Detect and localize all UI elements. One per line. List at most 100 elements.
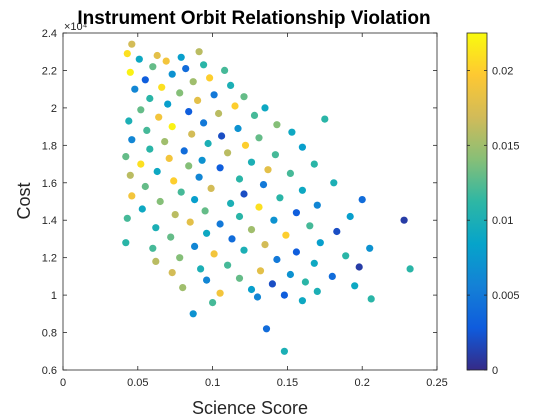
data-point xyxy=(180,147,188,155)
colorbar xyxy=(466,32,488,371)
x-tick-label: 0 xyxy=(60,377,66,389)
y-tick-label: 2.4 xyxy=(42,28,57,40)
data-point xyxy=(146,94,154,103)
y-axis-ticks: 0.6 0.8 1 1.2 1.4 1.6 1.8 2 2.2 2.4 xyxy=(42,28,437,377)
data-point xyxy=(149,63,157,71)
data-point xyxy=(247,226,256,234)
data-point xyxy=(162,57,170,65)
data-point xyxy=(161,138,169,146)
data-point xyxy=(210,250,218,258)
data-point xyxy=(168,123,176,131)
data-point xyxy=(280,291,288,299)
data-point xyxy=(200,119,208,127)
data-point xyxy=(170,177,178,185)
data-point xyxy=(346,212,354,221)
data-point xyxy=(298,186,306,194)
data-point xyxy=(137,106,145,114)
data-point xyxy=(261,241,269,249)
data-point xyxy=(179,284,187,292)
data-point xyxy=(268,280,276,288)
data-point xyxy=(216,220,224,228)
data-point xyxy=(241,141,250,149)
data-point xyxy=(227,81,235,89)
data-point xyxy=(240,93,248,101)
data-point xyxy=(158,83,166,91)
colorbar-tick-label: 0.02 xyxy=(492,65,513,77)
data-point xyxy=(270,216,278,224)
data-point xyxy=(168,269,176,277)
data-point xyxy=(209,299,217,307)
data-point xyxy=(351,282,359,290)
plot-area xyxy=(63,33,437,370)
colorbar-tick-label: 0 xyxy=(492,365,498,377)
x-tick-label: 0.1 xyxy=(205,377,220,389)
data-point xyxy=(235,212,244,221)
data-point xyxy=(177,188,185,196)
data-point xyxy=(125,117,133,125)
data-point xyxy=(273,255,281,264)
x-tick-label: 0.2 xyxy=(355,377,370,389)
data-point xyxy=(256,267,265,275)
data-point xyxy=(216,289,224,297)
data-point xyxy=(301,278,309,286)
x-tick-label: 0.25 xyxy=(426,377,447,389)
data-point xyxy=(367,295,375,303)
data-point xyxy=(330,179,338,187)
y-tick-label: 0.8 xyxy=(42,328,57,340)
data-point xyxy=(123,50,131,58)
x-axis-label: Science Score xyxy=(192,398,308,418)
data-point xyxy=(355,263,363,271)
data-point xyxy=(292,209,300,217)
data-point xyxy=(189,78,197,86)
data-point xyxy=(122,239,130,247)
x-tick-label: 0.05 xyxy=(127,377,148,389)
chart-title: Instrument Orbit Relationship Violation xyxy=(77,8,430,29)
data-point xyxy=(255,203,263,211)
data-point xyxy=(321,115,329,123)
data-point xyxy=(215,109,223,118)
data-point xyxy=(165,154,173,162)
data-point xyxy=(153,167,161,176)
data-point xyxy=(149,244,157,252)
data-point xyxy=(261,104,269,112)
data-point xyxy=(189,310,197,318)
data-point xyxy=(342,252,350,260)
data-point xyxy=(207,184,215,192)
y-tick-label: 2.2 xyxy=(42,65,57,77)
y-tick-label: 1.8 xyxy=(42,140,57,152)
data-point xyxy=(247,285,256,294)
data-point xyxy=(177,53,185,61)
scatter-points xyxy=(122,40,414,355)
data-point xyxy=(191,242,199,250)
data-point xyxy=(224,261,232,269)
y-exponent-label: ×10⁴ xyxy=(64,21,88,33)
data-point xyxy=(198,156,206,164)
data-point xyxy=(176,89,184,97)
data-point xyxy=(288,128,296,136)
data-point xyxy=(195,48,203,56)
data-point xyxy=(191,196,199,204)
data-point xyxy=(273,121,281,129)
y-tick-label: 1.4 xyxy=(42,215,57,227)
data-point xyxy=(313,287,321,295)
plot-box xyxy=(62,32,438,371)
data-point xyxy=(131,85,139,93)
y-tick-label: 2 xyxy=(51,103,57,115)
y-tick-label: 0.6 xyxy=(42,365,57,377)
data-point xyxy=(235,274,244,282)
data-point xyxy=(135,55,143,63)
data-point xyxy=(228,235,236,243)
data-point xyxy=(313,201,321,209)
data-point xyxy=(168,70,176,78)
data-point xyxy=(366,244,374,252)
data-point xyxy=(185,162,193,170)
data-point xyxy=(310,259,318,267)
data-point xyxy=(280,347,288,355)
data-point xyxy=(328,272,336,280)
data-point xyxy=(138,205,146,213)
data-point xyxy=(182,65,190,73)
colorbar-tick-label: 0.005 xyxy=(492,290,520,302)
data-point xyxy=(185,108,193,116)
x-axis-ticks: 0 0.05 0.1 0.15 0.2 0.25 xyxy=(60,33,448,389)
